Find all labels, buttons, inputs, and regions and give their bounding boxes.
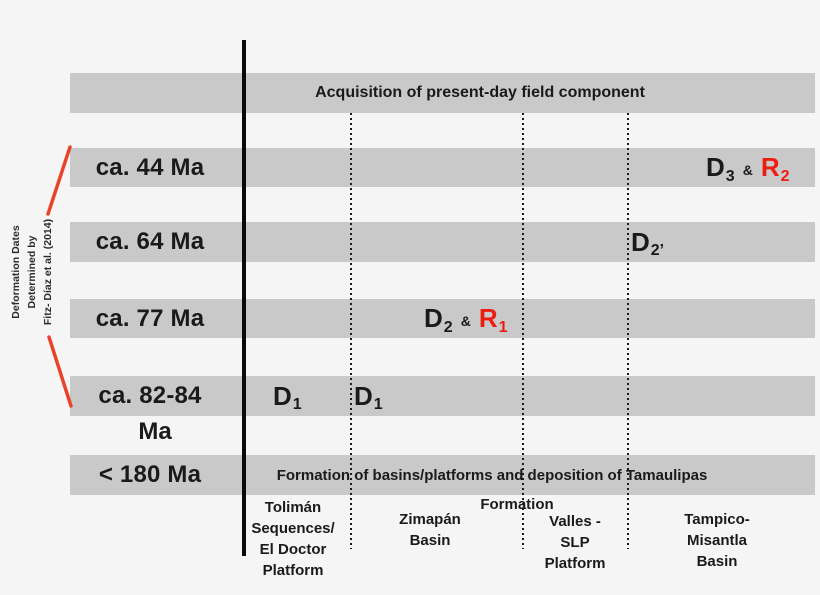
header-title: Acquisition of present-day field compone… <box>315 84 645 101</box>
row-bar-180ma <box>70 455 815 495</box>
red-bracket-upper-line <box>46 145 72 216</box>
row-bar-82-84ma <box>70 376 815 416</box>
event-d2-prime: D 2’ <box>631 222 664 262</box>
column-label-line: Valles - <box>549 513 601 530</box>
column-label-line: SLP <box>560 534 590 551</box>
column-label-line: Zimapán <box>399 511 461 528</box>
column-label-line: Basin <box>696 553 738 570</box>
ampersand-label: & <box>460 312 471 329</box>
event-r-subscript: 2 <box>780 167 790 185</box>
event-d-label: D <box>631 226 650 257</box>
event-d-subscript: 3 <box>725 167 735 185</box>
row-bar-64ma <box>70 222 815 262</box>
column-label-tampico-misantla: Tampico- Misantla Basin <box>655 509 779 572</box>
column-label-line: Platform <box>262 562 324 579</box>
column-label-valles-slp: Valles - SLP Platform <box>515 511 635 574</box>
row-label-82-84ma: ca. 82-84 <box>98 382 202 409</box>
column-label-line: Platform <box>544 555 606 572</box>
column-label-line: Tolimán <box>264 499 322 516</box>
column-label-line: Misantla <box>686 532 747 549</box>
dotted-divider-1 <box>350 113 352 549</box>
formation-note-line2: Formation <box>480 495 554 513</box>
header-bar <box>70 73 815 113</box>
event-d-subscript: 2’ <box>650 242 665 259</box>
event-r-label: R <box>760 152 780 182</box>
column-label-line: Sequences/ <box>251 520 335 537</box>
column-label-zimapan: Zimapán Basin <box>370 509 490 551</box>
dotted-divider-2 <box>522 113 524 549</box>
red-bracket <box>46 145 73 408</box>
event-d-label: D <box>354 380 373 411</box>
ampersand-label: & <box>742 161 753 178</box>
left-note-line-3: Fitz- Díaz et al. (2014) <box>42 218 54 326</box>
event-d-label: D <box>706 152 725 182</box>
event-d-subscript: 1 <box>373 396 383 413</box>
row-bar-77ma <box>70 299 815 338</box>
event-d-subscript: 1 <box>292 396 302 413</box>
column-label-line: Basin <box>409 532 451 549</box>
row-bar-44ma <box>70 148 815 187</box>
event-r-subscript: 1 <box>498 318 508 336</box>
dotted-divider-3 <box>627 113 629 549</box>
event-d-label: D <box>424 303 443 333</box>
left-axis-note: Deformation Dates Determined by Fitz- Dí… <box>8 187 58 357</box>
column-label-line: Tampico- <box>684 511 750 528</box>
event-d-subscript: 2 <box>443 318 453 336</box>
red-bracket-lower-line <box>47 335 73 408</box>
left-note-line-1: Deformation Dates <box>10 225 22 319</box>
row-label-64ma: ca. 64 Ma <box>95 228 205 255</box>
row-label-180ma: < 180 Ma <box>98 461 202 488</box>
solid-boundary-line <box>242 40 246 556</box>
event-r-label: R <box>478 303 498 333</box>
event-d-label: D <box>273 380 292 411</box>
formation-note-line1: Formation of basins/platforms and deposi… <box>276 466 708 484</box>
row-label-77ma: ca. 77 Ma <box>95 304 205 332</box>
row-label-44ma: ca. 44 Ma <box>95 153 205 181</box>
row-label-82-84ma-line2: Ma <box>138 418 172 445</box>
column-label-toliman: Tolimán Sequences/ El Doctor Platform <box>233 497 353 581</box>
left-note-line-2: Determined by <box>26 235 38 309</box>
column-label-line: El Doctor <box>259 541 327 558</box>
